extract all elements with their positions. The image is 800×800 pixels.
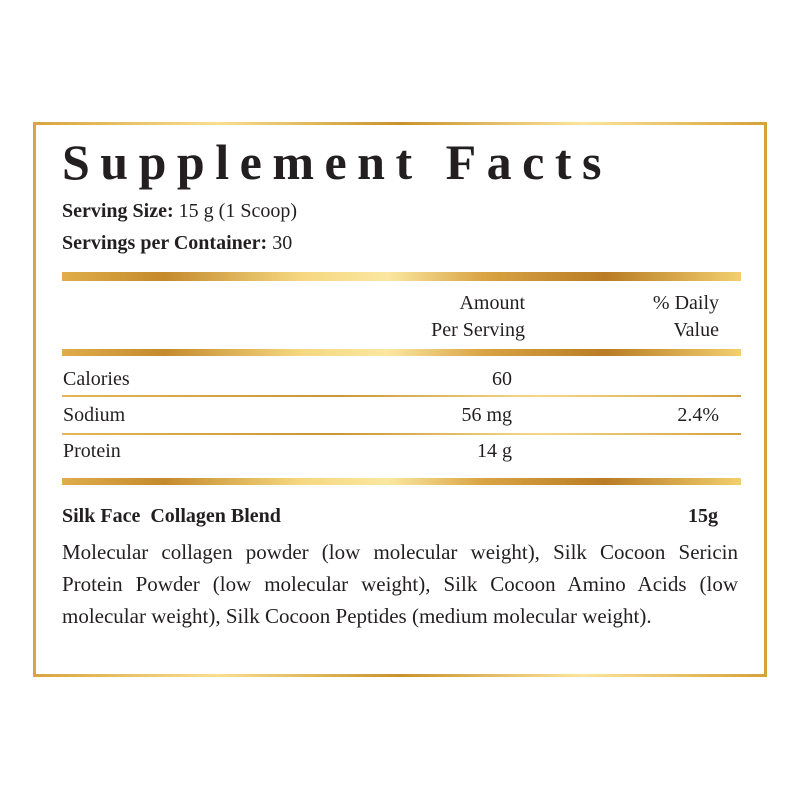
row-amount: 56 mg [461,404,512,426]
blend-name: Silk Face Collagen Blend [62,505,281,527]
row-dv: 2.4% [677,404,719,426]
blend-ingredients: Molecular collagen powder (low molecular… [62,540,738,628]
divider-thick [62,272,741,281]
serving-size: Serving Size: 15 g (1 Scoop) [62,200,297,223]
row-amount: 14 g [477,440,512,462]
daily-value-header: % Daily Value [580,290,719,344]
amount-header-line1: Amount [459,292,525,314]
row-name: Sodium [63,404,126,426]
label-title: Supplement Facts [62,134,612,190]
divider-thin [62,395,741,397]
divider-thick [62,478,741,485]
label-border [33,122,767,677]
row-name: Protein [63,440,121,462]
divider-thin [62,433,741,435]
servings-per-container: Servings per Container: 30 [62,232,292,255]
serving-size-value: 15 g (1 Scoop) [178,200,297,222]
row-amount: 60 [492,368,512,390]
servings-value: 30 [272,232,293,254]
blend-amount: 15g [688,505,718,527]
dv-header-line1: % Daily [652,292,719,314]
amount-header: Amount Per Serving [360,290,525,344]
row-name: Calories [63,368,130,390]
divider-thick [62,349,741,356]
amount-header-line2: Per Serving [431,319,525,341]
servings-label: Servings per Container: [62,232,268,254]
serving-size-label: Serving Size: [62,200,174,222]
dv-header-line2: Value [673,319,719,341]
